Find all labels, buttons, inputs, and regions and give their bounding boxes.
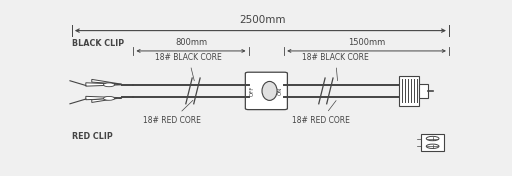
Text: 2500mm: 2500mm [239,15,286,25]
Text: 800mm: 800mm [175,38,207,47]
Polygon shape [92,98,121,102]
FancyBboxPatch shape [245,72,287,110]
Circle shape [103,96,115,100]
Ellipse shape [262,81,277,100]
Text: OFF: OFF [250,86,255,96]
Circle shape [426,144,439,148]
Bar [421,134,444,151]
Text: RED CLIP: RED CLIP [72,132,113,141]
Text: 1500mm: 1500mm [348,38,385,47]
Text: ON: ON [278,87,283,95]
Bar [399,76,419,106]
Polygon shape [92,79,121,84]
Text: 18# RED CORE: 18# RED CORE [143,100,201,125]
Circle shape [426,136,439,141]
Polygon shape [86,96,121,100]
Polygon shape [86,83,121,86]
Bar [419,84,428,98]
Text: 18# BLACK CORE: 18# BLACK CORE [302,54,369,81]
Text: BLACK CLIP: BLACK CLIP [72,39,124,48]
Circle shape [103,83,115,87]
Text: 18# BLACK CORE: 18# BLACK CORE [155,54,222,81]
Text: 18# RED CORE: 18# RED CORE [292,100,350,125]
